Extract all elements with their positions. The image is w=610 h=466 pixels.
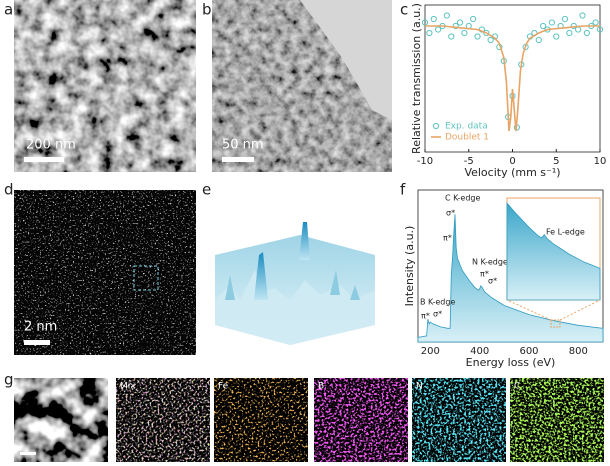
data-point: [426, 29, 433, 37]
map-label: Fe: [218, 382, 229, 392]
data-point: [470, 15, 477, 23]
annotation: π*: [443, 234, 452, 243]
zoom-line: [559, 299, 601, 321]
annotation: σ*: [446, 209, 455, 218]
scale-bar: [20, 452, 36, 455]
legend-label: Doublet 1: [445, 133, 489, 143]
stem-atoms: [14, 190, 196, 355]
element-map: [510, 378, 604, 462]
element-map: [314, 378, 408, 462]
data-point: [592, 19, 599, 26]
data-point: [474, 33, 481, 40]
map-label: B: [318, 382, 324, 392]
y-axis-label: Intensity (a.u.): [403, 226, 416, 307]
panel-letter: c: [400, 1, 408, 19]
data-point: [566, 29, 573, 37]
scale-bar: [222, 157, 254, 162]
data-point: [452, 22, 459, 30]
data-point: [535, 36, 542, 44]
map-label: N: [416, 382, 423, 392]
panel-letter: d: [4, 181, 14, 199]
annotation: N K-edge: [472, 258, 508, 267]
spectrum: [506, 202, 601, 301]
data-point: [487, 36, 494, 44]
fit-line: [425, 25, 600, 132]
y-axis-label: Relative transmission (a.u.): [410, 3, 423, 154]
data-point: [540, 22, 547, 30]
annotation: σ*: [488, 277, 497, 286]
tem-vacuum: [300, 0, 392, 120]
element-map: [412, 378, 506, 462]
data-point: [461, 29, 468, 37]
panel-letter: e: [202, 181, 211, 199]
data-point: [575, 26, 582, 33]
annotation: π*: [421, 312, 430, 321]
data-point: [435, 26, 442, 33]
data-point: [583, 29, 590, 37]
panel-letter: g: [4, 371, 14, 389]
annotation: σ*: [433, 310, 442, 319]
data-point: [553, 33, 560, 40]
legend-label: Exp. data: [445, 122, 488, 132]
scale-bar-label: 50 nm: [222, 138, 264, 153]
data-point: [443, 12, 450, 19]
x-tick-label: 800: [569, 346, 588, 357]
sem-image: [14, 0, 196, 172]
legend-marker: [432, 122, 440, 130]
panel-letter: f: [400, 181, 406, 199]
panel-letter: b: [202, 1, 212, 19]
data-point: [430, 15, 437, 23]
panel-letter: a: [4, 1, 13, 19]
x-axis-label: Velocity (mm s⁻¹): [464, 166, 560, 179]
data-point: [579, 12, 586, 19]
annotation: Fe L-edge: [546, 228, 585, 237]
data-point: [561, 15, 569, 23]
x-tick-label: -10: [417, 156, 433, 167]
annotation: π*: [480, 270, 489, 279]
x-tick-label: 10: [594, 156, 607, 167]
map-label: Mix: [120, 382, 136, 392]
scale-bar: [24, 340, 50, 345]
zoom-box: [550, 319, 561, 328]
x-tick-label: 0: [509, 156, 515, 167]
data-point: [456, 19, 464, 26]
x-tick-label: 400: [470, 346, 489, 357]
scale-bar-label: 200 nm: [26, 138, 76, 153]
scale-bar: [24, 157, 64, 162]
data-point: [483, 29, 490, 37]
scale-bar-label: 2 nm: [24, 320, 57, 335]
x-axis-label: Energy loss (eV): [466, 356, 556, 369]
map-label: C: [514, 382, 520, 392]
haadf-image: [14, 378, 108, 462]
x-tick-label: 600: [519, 346, 538, 357]
annotation: C K-edge: [445, 194, 481, 203]
surface-plot: [215, 222, 375, 345]
data-point: [448, 33, 455, 40]
element-map: [116, 378, 210, 462]
zoom-line: [506, 299, 552, 321]
x-tick-label: -5: [464, 156, 474, 167]
data-point: [421, 19, 429, 26]
x-tick-label: 200: [421, 346, 440, 357]
data-point: [596, 26, 604, 33]
x-tick-label: 5: [553, 156, 559, 167]
element-map: [214, 378, 308, 462]
data-point: [548, 19, 555, 26]
annotation: B K-edge: [420, 298, 455, 307]
roi-box: [133, 265, 159, 291]
